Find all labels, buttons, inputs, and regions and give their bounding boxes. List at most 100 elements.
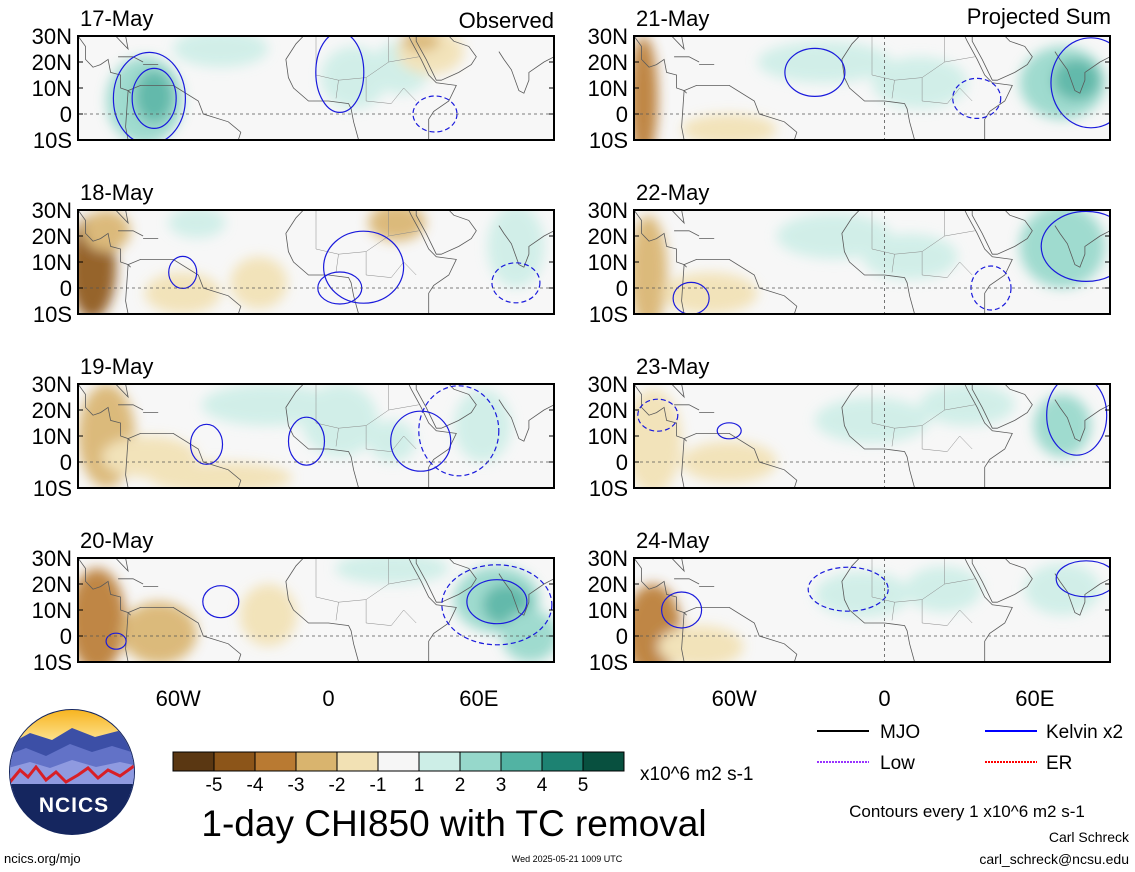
lat-tick-label: 10S [33,128,72,153]
lat-tick-label: 10S [33,476,72,501]
colorbar-swatch [295,751,338,772]
lat-tick-label: 10S [33,650,72,675]
lat-tick-label: 0 [616,450,628,475]
observed-column-title: Observed [459,8,554,33]
colorbar-tick-label: -4 [247,775,264,796]
colorbar-tick-label: 4 [537,775,548,796]
lon-tick-label: 60W [712,686,757,711]
lat-tick-label: 10N [32,76,72,101]
lon-tick-label: 0 [322,686,334,711]
colorbar-units: x10^6 m2 s-1 [640,764,753,785]
source-url: ncics.org/mjo [4,851,81,866]
lat-tick-label: 0 [60,624,72,649]
projected-column-title: Projected Sum [967,4,1111,29]
colorbar-tick-label: -1 [370,775,387,796]
colorbar-swatch [377,751,420,772]
lat-tick-label: 30N [32,24,72,49]
lat-tick-label: 10N [32,250,72,275]
lat-tick-label: 20N [32,572,72,597]
lat-tick-label: 10S [589,128,628,153]
colorbar-swatch [213,751,256,772]
panel-date-label: 21-May [636,6,709,31]
lon-axis-left: 60W 0 60E [156,686,499,711]
lon-tick-label: 60W [156,686,201,711]
colorbar-tick-label: -2 [329,775,346,796]
lat-tick-label: 30N [588,198,628,223]
lon-tick-label: 60E [459,686,498,711]
lat-tick-label: 10N [588,76,628,101]
colorbar-tick-label: 2 [455,775,466,796]
lat-tick-label: 30N [588,24,628,49]
lat-tick-label: 10N [588,424,628,449]
timestamp: Wed 2025-05-21 1009 UTC [512,854,623,864]
panel-date-label: 18-May [80,180,153,205]
lat-tick-label: 10S [589,302,628,327]
lat-tick-label: 20N [588,224,628,249]
lat-tick-label: 0 [616,624,628,649]
panel-date-label: 24-May [636,528,709,553]
lat-tick-label: 10N [588,598,628,623]
lat-tick-label: 10S [589,650,628,675]
colorbar-swatch [541,751,584,772]
lat-tick-label: 10S [589,476,628,501]
lat-tick-label: 20N [588,50,628,75]
lat-tick-label: 10N [32,424,72,449]
lat-tick-label: 10N [32,598,72,623]
lat-tick-label: 10N [588,250,628,275]
lat-tick-label: 30N [588,372,628,397]
contour-note: Contours every 1 x10^6 m2 s-1 [849,802,1085,821]
colorbar-tick-label: -5 [206,775,223,796]
legend-label-mjo: MJO [880,722,920,743]
legend-label-low: Low [880,753,915,774]
colorbar-swatch [459,751,502,772]
panel-date-label: 19-May [80,354,153,379]
colorbar-swatch [582,751,625,772]
colorbar-tick-label: -3 [288,775,305,796]
lat-tick-label: 0 [60,450,72,475]
colorbar-swatch [500,751,543,772]
colorbar-swatch [254,751,297,772]
lat-tick-label: 20N [32,398,72,423]
colorbar-tick-label: 5 [578,775,589,796]
lat-tick-label: 0 [60,102,72,127]
lat-tick-label: 30N [32,198,72,223]
panel-date-label: 20-May [80,528,153,553]
legend-label-er: ER [1046,753,1072,774]
ncics-logo: NCICS [9,709,135,835]
lat-tick-label: 30N [32,546,72,571]
colorbar-tick-label: 1 [414,775,425,796]
lat-tick-label: 20N [32,224,72,249]
panel-date-label: 22-May [636,180,709,205]
lat-tick-label: 20N [588,572,628,597]
lat-tick-label: 0 [616,102,628,127]
colorbar-swatch [418,751,461,772]
lat-tick-label: 30N [32,372,72,397]
colorbar-swatch [336,751,379,772]
lon-tick-label: 60E [1015,686,1054,711]
lat-tick-label: 0 [616,276,628,301]
panel-date-label: 17-May [80,6,153,31]
chart-title: 1-day CHI850 with TC removal [201,803,706,844]
lat-tick-label: 20N [32,50,72,75]
logo-text: NCICS [39,794,109,817]
author-name: Carl Schreck [1049,829,1130,845]
colorbar-swatch [172,751,215,772]
legend-label-kelvin: Kelvin x2 [1046,722,1123,743]
author-email: carl_schreck@ncsu.edu [979,851,1129,867]
lon-axis-right: 60W 0 60E [712,686,1055,711]
legend: MJO Kelvin x2 Low ER [817,722,1123,774]
panel-date-label: 23-May [636,354,709,379]
lat-tick-label: 0 [60,276,72,301]
lat-tick-label: 10S [33,302,72,327]
lon-tick-label: 0 [878,686,890,711]
colorbar-tick-label: 3 [496,775,507,796]
colorbar: -5 -4 -3 -2 -1 1 2 3 4 5 [172,751,625,796]
